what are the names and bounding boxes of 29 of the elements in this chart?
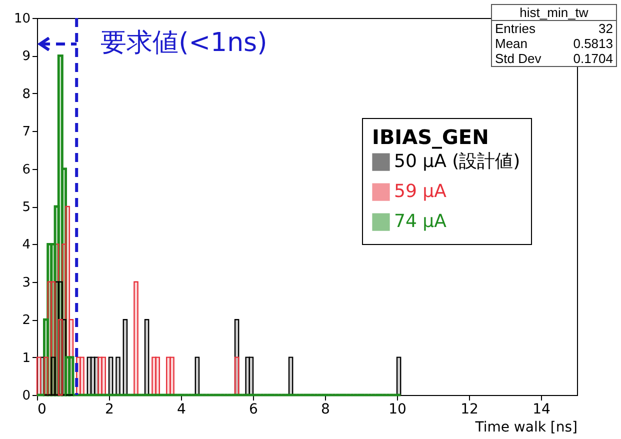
x-tick-label: 14: [532, 402, 550, 418]
y-tick-label: 9: [22, 49, 30, 64]
y-tick-label: 1: [22, 350, 30, 366]
y-tick-label: 3: [22, 275, 30, 290]
y-tick-label: 6: [22, 162, 30, 178]
x-tick-label: 4: [177, 402, 186, 418]
y-tick-label: 10: [14, 12, 30, 26]
legend-label: 50 µA (設計値): [394, 151, 520, 172]
text: Std Dev 0.1704: [495, 51, 613, 66]
ref-line-label: 要求値(<1ns): [100, 27, 268, 60]
legend-title: IBIAS_GEN: [372, 125, 489, 149]
text: Mean 0.5813: [495, 36, 613, 51]
text: Entries 32: [495, 21, 613, 36]
x-axis-title: Time walk [ns]: [474, 420, 578, 436]
legend-label: 74 µA: [394, 211, 448, 232]
y-tick-label: 4: [22, 238, 30, 253]
y-tick-label: 8: [22, 86, 30, 102]
x-tick-label: 12: [460, 402, 478, 418]
y-tick-label: 7: [22, 124, 30, 140]
x-tick-label: 10: [388, 402, 406, 418]
y-tick-label: 0: [22, 388, 30, 404]
annotation: hist_min_tw: [492, 5, 616, 21]
legend-label: 59 µA: [394, 181, 448, 202]
y-tick-label: 2: [22, 313, 30, 328]
x-tick-label: 2: [105, 402, 114, 418]
y-tick-label: 5: [22, 200, 30, 215]
x-tick-label: 0: [38, 402, 46, 418]
x-tick-label: 8: [321, 402, 330, 418]
x-tick-label: 6: [249, 402, 258, 418]
